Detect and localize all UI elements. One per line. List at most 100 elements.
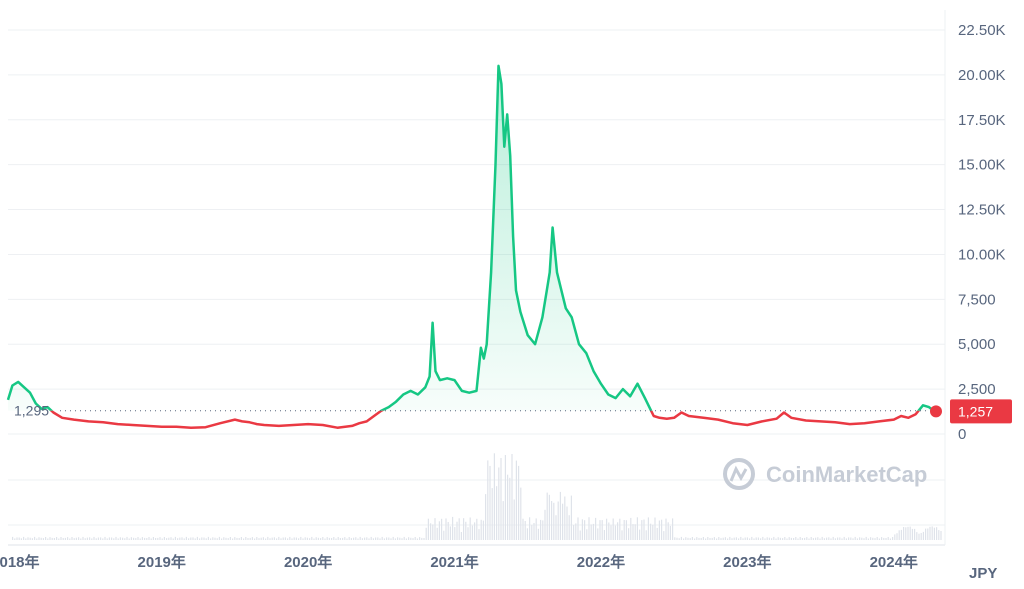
volume-bar <box>16 537 18 540</box>
volume-bar <box>157 537 159 540</box>
volume-bar <box>665 518 667 540</box>
volume-bar <box>691 537 693 540</box>
volume-bar <box>643 519 645 540</box>
volume-bar <box>760 538 762 540</box>
volume-bar <box>381 536 383 540</box>
volume-bar <box>603 530 605 540</box>
volume-bar <box>368 538 370 540</box>
volume-bar <box>196 536 198 540</box>
volume-bar <box>590 524 592 540</box>
volume-bar <box>207 536 209 540</box>
volume-bar <box>526 528 528 540</box>
volume-bar <box>328 537 330 540</box>
volume-bar <box>243 538 245 540</box>
volume-bar <box>617 522 619 540</box>
volume-bar <box>551 501 553 540</box>
volume-bar <box>454 527 456 540</box>
volume-bar <box>298 538 300 540</box>
volume-bar <box>694 538 696 540</box>
volume-bar <box>148 537 150 540</box>
volume-bar <box>841 538 843 540</box>
volume-bar <box>900 529 902 540</box>
volume-bar <box>819 538 821 540</box>
volume-bar <box>887 537 889 540</box>
volume-bar <box>564 496 566 540</box>
volume-bar <box>111 537 113 540</box>
volume-bar <box>183 538 185 540</box>
volume-bar <box>423 538 425 540</box>
volume-bar <box>777 537 779 540</box>
volume-bar <box>342 537 344 540</box>
volume-bar <box>102 538 104 540</box>
volume-bar <box>289 536 291 540</box>
x-tick-label: 2020年 <box>284 553 332 571</box>
price-line-above-reference <box>6 64 936 411</box>
volume-bar <box>740 536 742 540</box>
volume-bar <box>78 537 80 540</box>
volume-bar <box>324 538 326 540</box>
volume-bar <box>177 538 179 540</box>
volume-bar <box>269 538 271 540</box>
volume-bar <box>918 533 920 540</box>
volume-bar <box>531 525 533 540</box>
y-tick-label: 15.00K <box>958 157 1006 174</box>
volume-bar <box>555 515 557 540</box>
volume-bar <box>612 518 614 540</box>
volume-bar <box>45 537 47 540</box>
volume-bar <box>658 520 660 540</box>
volume-bar <box>311 536 313 540</box>
volume-bar <box>203 537 205 540</box>
x-axis: 2018年 2019年 2020年 2021年 2022年 2023年 2024年 <box>0 553 918 571</box>
volume-bar <box>377 537 379 540</box>
volume-bar <box>438 521 440 540</box>
volume-bar <box>931 526 933 540</box>
volume-bar <box>920 533 922 540</box>
volume-bar <box>936 527 938 540</box>
volume-bar <box>597 528 599 540</box>
volume-bar <box>911 528 913 540</box>
y-axis: 22.50K 20.00K 17.50K 15.00K 12.50K 10.00K 7,50… <box>958 22 1006 443</box>
volume-bar <box>49 537 51 540</box>
volume-bar <box>883 537 885 540</box>
x-tick-label: 2021年 <box>430 553 478 571</box>
volume-bar <box>379 538 381 540</box>
volume-bar <box>126 536 128 540</box>
volume-bar <box>634 524 636 540</box>
volume-bar <box>357 538 359 540</box>
watermark-text: CoinMarketCap <box>766 462 927 487</box>
volume-bar <box>170 537 172 540</box>
volume-bar <box>212 537 214 540</box>
volume-bar <box>262 537 264 540</box>
volume-bar <box>326 537 328 540</box>
volume-bar <box>575 523 577 540</box>
volume-bar <box>23 536 25 540</box>
volume-bar <box>135 538 137 540</box>
volume-bar <box>801 538 803 540</box>
volume-bar <box>535 518 537 540</box>
volume-bar <box>865 536 867 540</box>
volume-bar <box>133 537 135 540</box>
volume-bar <box>788 537 790 540</box>
volume-bar <box>361 538 363 540</box>
volume-bar <box>218 536 220 540</box>
volume-bar <box>47 538 49 540</box>
volume-bar <box>731 538 733 540</box>
volume-bar <box>82 536 84 540</box>
volume-bar <box>502 501 504 540</box>
volume-bar <box>306 537 308 540</box>
volume-bar <box>469 517 471 540</box>
volume-bar <box>647 517 649 540</box>
volume-bar <box>806 537 808 540</box>
volume-bars <box>12 453 942 540</box>
volume-bar <box>403 536 405 540</box>
volume-bar <box>256 537 258 540</box>
volume-bar <box>566 506 568 540</box>
volume-bar <box>641 520 643 540</box>
volume-bar <box>940 531 942 540</box>
volume-bar <box>463 518 465 540</box>
volume-bar <box>40 537 42 540</box>
volume-bar <box>625 520 627 540</box>
volume-bar <box>896 533 898 540</box>
volume-bar <box>894 534 896 540</box>
volume-bar <box>689 538 691 540</box>
